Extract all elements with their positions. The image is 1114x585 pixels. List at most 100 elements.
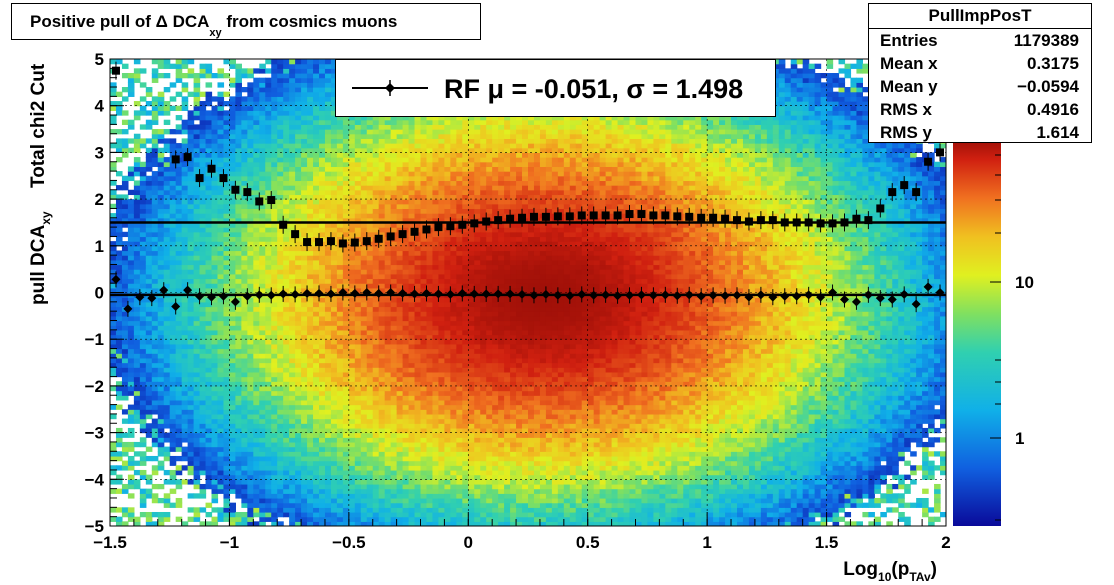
heatmap-cell (372, 203, 380, 210)
heatmap-cell (253, 404, 260, 410)
heatmap-cell (259, 273, 266, 280)
heatmap-cell (157, 315, 165, 322)
heatmap-cell (121, 245, 129, 252)
heatmap-cell (259, 371, 266, 378)
heatmap-cell (145, 231, 153, 238)
heatmap-cell (366, 208, 374, 214)
heatmap-cell (289, 493, 296, 499)
heatmap-cell (414, 306, 422, 312)
heatmap-cell (384, 516, 392, 522)
heatmap-cell (121, 390, 129, 396)
heatmap-cell (378, 241, 386, 247)
heatmap-cell (157, 105, 165, 111)
heatmap-cell (366, 474, 374, 480)
heatmap-cell (241, 133, 248, 139)
heatmap-cell (205, 320, 213, 326)
heatmap-cell (193, 115, 201, 121)
heatmap-cell (390, 521, 398, 526)
heatmap-cell (319, 91, 326, 97)
heatmap-cell (163, 203, 171, 210)
heatmap-cell (253, 479, 260, 485)
heatmap-cell (217, 297, 225, 303)
heatmap-cell (163, 227, 171, 233)
heatmap-cell (324, 320, 332, 326)
heatmap-cell (145, 217, 153, 224)
heatmap-cell (223, 409, 231, 415)
heatmap-cell (235, 96, 242, 102)
heatmap-cell (175, 59, 183, 65)
heatmap-cell (307, 147, 314, 153)
heatmap-cell (426, 278, 434, 284)
heatmap-cell (277, 194, 284, 200)
heatmap-cell (336, 465, 344, 471)
heatmap-cell (193, 493, 201, 499)
heatmap-cell (229, 283, 236, 289)
heatmap-cell (336, 297, 344, 303)
heatmap-cell (295, 189, 302, 196)
heatmap-cell (181, 362, 189, 368)
heatmap-cell (265, 511, 272, 518)
heatmap-cell (289, 91, 296, 97)
heatmap-cell (193, 339, 201, 345)
heatmap-cell (420, 367, 428, 373)
heatmap-cell (133, 264, 141, 270)
heatmap-cell (366, 217, 374, 224)
heatmap-cell (295, 348, 302, 354)
heatmap-cell (127, 343, 135, 350)
heatmap-cell (247, 180, 254, 186)
heatmap-cell (295, 362, 302, 368)
heatmap-cell (115, 441, 123, 448)
heatmap-cell (175, 427, 183, 434)
heatmap-cell (265, 488, 272, 494)
heatmap-cell (295, 488, 302, 494)
heatmap-cell (354, 213, 362, 219)
heatmap-cell (396, 175, 404, 182)
heatmap-cell (426, 376, 434, 382)
heatmap-cell (402, 460, 410, 466)
heatmap-cell (241, 152, 248, 158)
heatmap-cell (360, 390, 368, 396)
heatmap-cell (271, 390, 278, 396)
heatmap-cell (217, 437, 225, 443)
heatmap-cell (307, 166, 314, 172)
heatmap-cell (235, 469, 242, 476)
heatmap-cell (301, 287, 308, 294)
heatmap-cell (426, 460, 434, 466)
heatmap-cell (193, 423, 201, 429)
heatmap-cell (289, 474, 296, 480)
heatmap-cell (115, 516, 123, 522)
heatmap-cell (223, 203, 231, 210)
heatmap-cell (408, 497, 416, 504)
heatmap-cell (408, 306, 416, 312)
heatmap-cell (163, 87, 171, 93)
heatmap-cell (366, 283, 374, 289)
heatmap-cell (247, 297, 254, 303)
heatmap-cell (133, 521, 141, 526)
heatmap-cell (265, 497, 272, 504)
heatmap-cell (169, 194, 177, 200)
heatmap-cell (211, 96, 219, 102)
heatmap-cell (151, 306, 159, 312)
heatmap-cell (247, 343, 254, 350)
heatmap-cell (199, 138, 207, 144)
heatmap-cell (420, 129, 428, 135)
heatmap-cell (420, 390, 428, 396)
heatmap-cell (390, 437, 398, 443)
heatmap-cell (193, 329, 201, 336)
heatmap-cell (175, 231, 183, 238)
heatmap-cell (378, 329, 386, 336)
heatmap-cell (384, 208, 392, 214)
heatmap-cell (372, 455, 380, 462)
heatmap-cell (241, 115, 248, 121)
heatmap-cell (157, 152, 165, 158)
heatmap-cell (277, 264, 284, 270)
heatmap-cell (241, 287, 248, 294)
heatmap-cell (414, 208, 422, 214)
heatmap-cell (271, 255, 278, 261)
heatmap-cell (420, 334, 428, 340)
heatmap-cell (259, 441, 266, 448)
heatmap-cell (408, 241, 416, 247)
heatmap-cell (414, 133, 422, 139)
heatmap-cell (229, 367, 236, 373)
heatmap-cell (169, 455, 177, 462)
